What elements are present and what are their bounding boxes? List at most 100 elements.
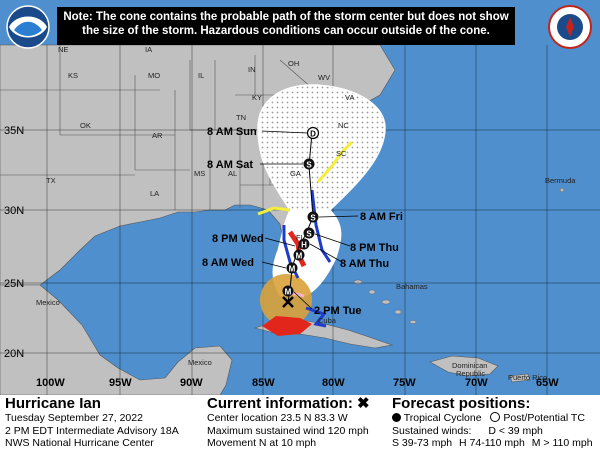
lat-label-30n: 30N — [4, 205, 24, 217]
marker-thu-pm: S — [303, 227, 315, 239]
marker-sun-am: D — [306, 126, 320, 140]
state-label-il: IL — [198, 71, 204, 80]
label-8pm-wed: 8 PM Wed — [212, 233, 264, 245]
state-label-sc: SC — [336, 149, 347, 158]
current-position-marker — [282, 296, 294, 308]
state-label-mo: MO — [148, 71, 160, 80]
cuba-hurricane-warning-red — [262, 316, 312, 336]
nws-logo — [548, 5, 592, 49]
storm-watch-yellow-gulf — [257, 206, 291, 216]
marker-wed-am: M — [286, 262, 298, 274]
label-8am-wed: 8 AM Wed — [202, 257, 254, 269]
svg-text:M: M — [289, 265, 296, 274]
state-label-ia: IA — [145, 45, 152, 54]
state-label-tn: TN — [236, 113, 246, 122]
label-2pm-tue: 2 PM Tue — [314, 305, 361, 317]
storm-watch-yellow-atlantic — [316, 140, 354, 183]
post-potential-tc-label: Post/Potential TC — [503, 412, 585, 424]
svg-text:S: S — [310, 214, 316, 223]
center-location: Center location 23.5 N 83.3 W — [207, 412, 348, 424]
mexico-land — [0, 284, 233, 395]
label-8am-sun: 8 AM Sun — [207, 126, 257, 138]
legend-cyclone-types: Tropical Cyclone Post/Potential TC — [392, 412, 593, 425]
place-label-mexico-south: Mexico — [188, 358, 212, 367]
tropical-cyclone-label: Tropical Cyclone — [403, 412, 482, 424]
marker-sat-am: S — [303, 158, 315, 170]
svg-text:H: H — [301, 241, 307, 250]
label-8am-sat: 8 AM Sat — [207, 159, 253, 171]
storm-name: Hurricane Ian — [5, 395, 101, 412]
legend-wind-categories: S 39-73 mph H 74-110 mph M > 110 mph — [392, 437, 593, 450]
puerto-rico-land — [509, 373, 531, 383]
hurricane-wind-range: H 74-110 mph — [459, 437, 525, 449]
current-information: Current information: ✖ Center location 2… — [207, 395, 370, 450]
state-label-la: LA — [150, 189, 159, 198]
state-label-ok: OK — [80, 121, 91, 130]
lon-label-85w: 85W — [252, 377, 275, 389]
place-label-bermuda: Bermuda — [545, 176, 576, 185]
lat-label-25n: 25N — [4, 278, 24, 290]
lat-label-20n: 20N — [4, 348, 24, 360]
tropical-cyclone-icon — [392, 413, 401, 422]
state-label-ky: KY — [252, 93, 262, 102]
post-potential-tc-icon — [490, 412, 501, 422]
storm-wind-range: S 39-73 mph — [392, 437, 453, 449]
state-label-in: IN — [248, 65, 256, 74]
state-label-tx: TX — [46, 176, 56, 185]
lon-label-65w: 65W — [536, 377, 559, 389]
lon-label-95w: 95W — [109, 377, 132, 389]
state-label-ks: KS — [68, 71, 78, 80]
marker-thu-am: H — [298, 238, 310, 250]
lon-label-100w: 100W — [36, 377, 65, 389]
state-label-va: VA — [345, 93, 354, 102]
label-8am-thu: 8 AM Thu — [340, 258, 389, 270]
state-label-ar: AR — [152, 131, 163, 140]
state-label-oh: OH — [288, 59, 299, 68]
label-8am-fri: 8 AM Fri — [360, 211, 403, 223]
svg-text:M: M — [285, 288, 292, 297]
place-label-dominican: Dominican — [452, 361, 487, 370]
note-line-2: the size of the storm. Hazardous conditi… — [82, 25, 490, 37]
storm-warning-blue-east — [310, 189, 332, 263]
sustained-winds-label: Sustained winds: — [392, 424, 472, 437]
lon-label-90w: 90W — [180, 377, 203, 389]
place-label-mexico: Mexico — [36, 298, 60, 307]
marker-tue-pm: M — [282, 285, 294, 297]
major-hurricane-wind-range: M > 110 mph — [531, 437, 593, 449]
legend-sustained-winds: Sustained winds: D < 39 mph — [392, 425, 593, 438]
storm-info: Hurricane Ian Tuesday September 27, 2022… — [5, 395, 179, 450]
lon-label-75w: 75W — [393, 377, 416, 389]
forecast-title: Forecast positions: — [392, 395, 531, 412]
current-info-title: Current information: ✖ — [207, 395, 370, 412]
svg-text:D: D — [310, 130, 316, 139]
advisory-date: Tuesday September 27, 2022 — [5, 412, 143, 424]
lon-label-70w: 70W — [465, 377, 488, 389]
label-leader-lines — [260, 130, 359, 310]
max-sustained-wind: Maximum sustained wind 120 mph — [207, 424, 369, 437]
forecast-legend: Forecast positions: Tropical Cyclone Pos… — [392, 395, 593, 450]
marker-wed-pm: M — [293, 249, 305, 261]
forecast-map: M M M H S S S D — [0, 0, 600, 395]
state-label-ne: NE — [58, 45, 68, 54]
hispaniola-land — [429, 355, 499, 377]
lat-label-35n: 35N — [4, 125, 24, 137]
info-panel: Hurricane Ian Tuesday September 27, 2022… — [0, 395, 600, 455]
note-line-1: Note: The cone contains the probable pat… — [63, 11, 509, 23]
svg-text:S: S — [306, 230, 312, 239]
cone-disclaimer-note: Note: The cone contains the probable pat… — [57, 7, 515, 45]
lon-label-80w: 80W — [322, 377, 345, 389]
issuing-center: NWS National Hurricane Center — [5, 437, 154, 449]
state-label-fl: FL — [296, 233, 305, 242]
noaa-logo — [6, 5, 50, 49]
place-label-bahamas: Bahamas — [396, 282, 428, 291]
storm-warning-blue-keys — [305, 306, 327, 328]
depression-wind-range: D < 39 mph — [488, 424, 543, 437]
storm-movement: Movement N at 10 mph — [207, 437, 317, 449]
state-label-ms: MS — [194, 169, 205, 178]
state-label-nc: NC — [338, 121, 349, 130]
label-8pm-thu: 8 PM Thu — [350, 242, 399, 254]
state-label-al: AL — [228, 169, 237, 178]
state-label-ga: GA — [290, 169, 301, 178]
state-label-wv: WV — [318, 73, 330, 82]
